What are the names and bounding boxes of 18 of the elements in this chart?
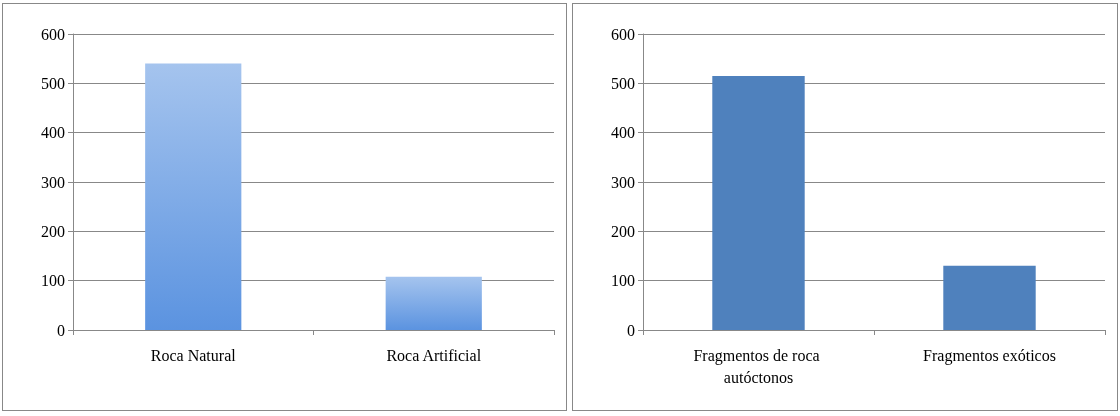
- y-tick-label: 100: [611, 272, 635, 290]
- x-tick-label: Fragmentos de roca autóctonos: [693, 346, 824, 386]
- y-tick-label: 400: [611, 124, 635, 142]
- y-tick-label: 100: [41, 272, 65, 290]
- x-tick-label: Roca Artificial: [386, 346, 482, 364]
- x-tick-label: Fragmentos exóticos: [923, 346, 1056, 365]
- y-tick-label: 0: [627, 321, 635, 339]
- y-tick-label: 0: [57, 321, 65, 339]
- y-tick-label: 400: [41, 124, 65, 142]
- y-tick-label: 300: [41, 173, 65, 191]
- y-tick-label: 500: [611, 74, 635, 92]
- y-tick-label: 200: [611, 222, 635, 240]
- y-tick-label: 600: [611, 25, 635, 43]
- y-tick-label: 600: [41, 25, 65, 43]
- y-tick-label: 200: [41, 222, 65, 240]
- y-tick-label: 300: [611, 173, 635, 191]
- x-tick-label: Roca Natural: [150, 346, 237, 364]
- y-tick-label: 500: [41, 74, 65, 92]
